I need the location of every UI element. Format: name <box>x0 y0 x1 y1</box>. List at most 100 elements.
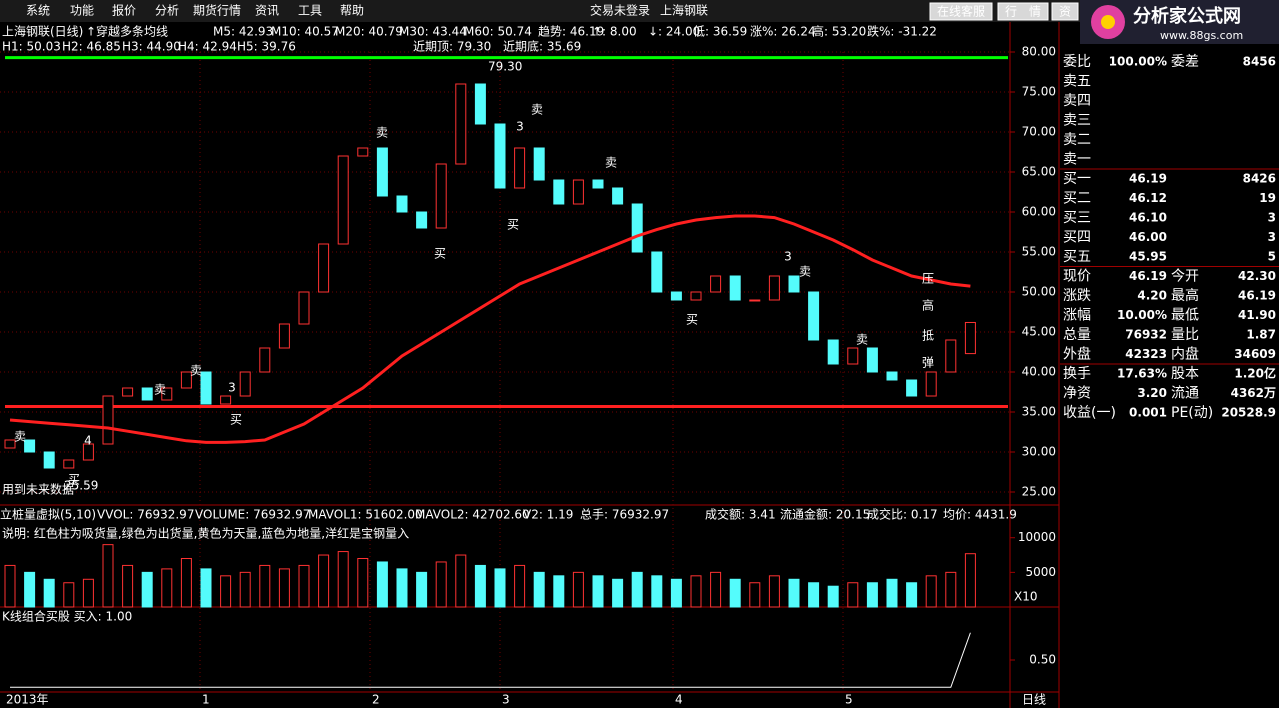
volume-bar <box>4 564 16 608</box>
volume-header-item: 流通金额: 20.15 <box>780 507 870 522</box>
volume-header-item: VVOL: 76932.97 <box>97 508 194 522</box>
indicator-header: K线组合买股 买入: 1.00 <box>2 609 132 624</box>
candle <box>63 459 75 469</box>
volume-bar <box>357 558 369 608</box>
quote-label: 收益(一) <box>1063 405 1116 421</box>
menu-item[interactable]: 功能 <box>70 4 94 18</box>
candle <box>788 275 800 293</box>
volume-bar <box>63 582 75 608</box>
volume-header-item: 总手: 76932.97 <box>580 508 669 522</box>
quote-label: 涨幅 <box>1063 308 1091 324</box>
status-text: 上海钢联 <box>660 3 708 18</box>
quote-label: 总量 <box>1063 327 1091 343</box>
quote-value: 45.95 <box>1129 250 1167 264</box>
annotation: 卖 <box>605 156 617 170</box>
annotation: 买 <box>686 313 698 327</box>
quote-value: 46.19 <box>1129 172 1167 186</box>
volume-bar <box>278 568 290 608</box>
ma60-line <box>9 214 971 444</box>
y-tick-label: 5000 <box>1025 565 1056 579</box>
volume-bar <box>82 578 94 608</box>
quote-label: 卖一 <box>1063 152 1091 168</box>
info-item: H4: 42.94 <box>178 40 237 54</box>
candle <box>161 387 173 401</box>
quote-value: 46.10 <box>1129 211 1167 225</box>
candle <box>455 83 467 165</box>
candle <box>572 179 584 205</box>
candle <box>82 443 94 461</box>
candle <box>749 299 761 302</box>
annotation: 高 <box>922 298 934 313</box>
candle <box>964 321 976 355</box>
volume-bar <box>651 575 663 608</box>
menu-item[interactable]: 报价 <box>112 3 136 18</box>
quote-label: 买二 <box>1063 191 1091 207</box>
annotation: 79.30 <box>488 60 522 74</box>
logo-title: 分析家公式网 <box>1133 5 1241 27</box>
candle <box>710 275 722 293</box>
volume-bar <box>906 582 918 608</box>
info-item: 近期顶: 79.30 <box>413 40 491 54</box>
quote-label: 最低 <box>1171 308 1199 324</box>
candle <box>239 371 251 397</box>
candle <box>670 291 682 301</box>
candle <box>357 147 369 157</box>
candle <box>808 291 820 341</box>
info-item: 趋势: 46.19 <box>538 25 604 39</box>
volume-bar <box>376 561 388 608</box>
y-tick-label: 80.00 <box>1022 45 1056 59</box>
candle <box>906 379 918 397</box>
volume-bar <box>455 554 467 608</box>
annotation: 卖 <box>154 383 166 397</box>
info-item: M10: 40.57 <box>271 25 339 39</box>
button[interactable] <box>1051 2 1079 21</box>
candle <box>651 251 663 293</box>
y-tick-label: 45.00 <box>1022 325 1056 339</box>
candle <box>278 323 290 349</box>
quote-label: 量比 <box>1171 327 1199 343</box>
volume-bar <box>259 564 271 608</box>
candle <box>768 275 780 301</box>
info-item: H1: 50.03 <box>2 40 61 54</box>
button-label: 在线客服 <box>937 4 985 19</box>
menu-item[interactable]: 分析 <box>155 4 179 18</box>
info-item: M60: 50.74 <box>464 25 532 39</box>
y-tick-label: 55.00 <box>1022 245 1056 259</box>
quote-label: 买一 <box>1063 171 1091 187</box>
annotation: 用到未来数据 <box>2 482 74 497</box>
menu-item[interactable]: 帮助 <box>340 4 364 18</box>
button[interactable] <box>997 2 1049 21</box>
quote-label: 外盘 <box>1063 346 1091 363</box>
y-tick-label: 60.00 <box>1022 205 1056 219</box>
volume-bar <box>866 582 878 608</box>
quote-value: 5 <box>1268 250 1276 264</box>
candle <box>533 147 545 181</box>
annotation: 卖 <box>190 364 202 378</box>
y-tick-label: 65.00 <box>1022 165 1056 179</box>
quote-value: 3 <box>1268 211 1276 225</box>
volume-bar <box>729 578 741 608</box>
info-item: 上海钢联(日线) <box>2 24 83 39</box>
menu-item[interactable]: 资讯 <box>255 4 279 18</box>
button[interactable] <box>929 2 993 21</box>
volume-bar <box>827 585 839 608</box>
candle <box>376 147 388 197</box>
menu-item[interactable]: 系统 <box>26 4 50 18</box>
candle <box>122 387 134 397</box>
volume-header-item: VOLUME: 76932.97 <box>195 508 310 522</box>
volume-bar <box>161 568 173 608</box>
menu-item[interactable]: 工具 <box>298 4 322 18</box>
y-tick-label: 0.50 <box>1029 653 1056 667</box>
volume-bar <box>43 578 55 608</box>
info-item: ↓: 24.00 <box>648 25 700 39</box>
volume-bar <box>808 582 820 608</box>
menu-item[interactable]: 期货行情 <box>193 3 241 18</box>
quote-value: 1.20亿 <box>1234 366 1276 381</box>
quote-label: 净资 <box>1063 386 1091 402</box>
candle <box>102 395 114 445</box>
candle <box>827 339 839 365</box>
candle <box>925 371 937 397</box>
candle <box>514 147 526 189</box>
volume-bar <box>200 568 212 608</box>
